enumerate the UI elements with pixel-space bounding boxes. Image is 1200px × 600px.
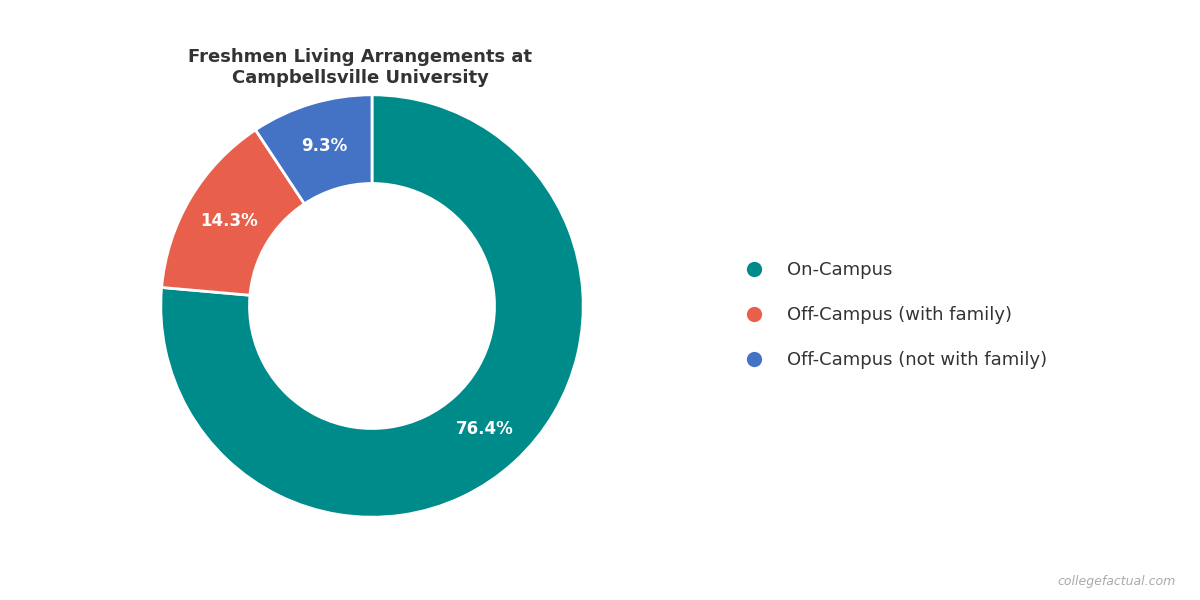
Text: 76.4%: 76.4% bbox=[456, 420, 514, 438]
Wedge shape bbox=[162, 130, 305, 295]
Text: 14.3%: 14.3% bbox=[199, 212, 258, 230]
Text: collegefactual.com: collegefactual.com bbox=[1057, 575, 1176, 588]
Wedge shape bbox=[256, 95, 372, 204]
Legend: On-Campus, Off-Campus (with family), Off-Campus (not with family): On-Campus, Off-Campus (with family), Off… bbox=[730, 254, 1054, 376]
Text: 9.3%: 9.3% bbox=[301, 137, 347, 155]
Wedge shape bbox=[161, 95, 583, 517]
Text: Freshmen Living Arrangements at
Campbellsville University: Freshmen Living Arrangements at Campbell… bbox=[188, 48, 532, 87]
